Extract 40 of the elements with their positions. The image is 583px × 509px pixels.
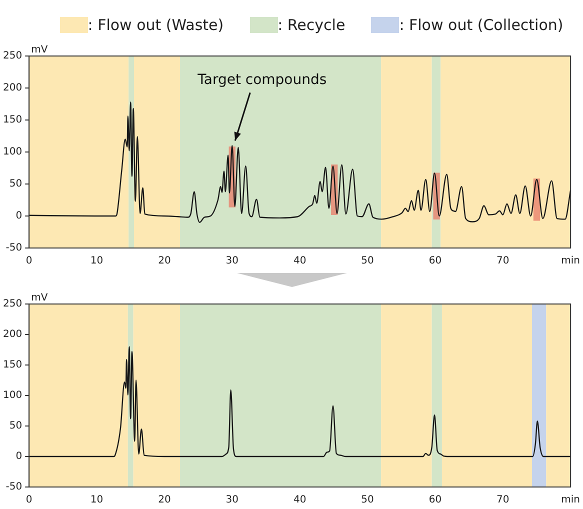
x-tick-label: 10: [90, 256, 104, 267]
y-axis-title: mV: [31, 292, 48, 304]
y-tick-label: 150: [2, 360, 22, 371]
x-tick-label: 0: [26, 256, 32, 267]
x-tick-label: 20: [158, 256, 171, 267]
y-tick-label: 50: [9, 178, 22, 190]
x-tick-label: 40: [293, 494, 306, 506]
x-tick-label: 60: [428, 256, 442, 267]
y-tick-label: 200: [2, 82, 22, 94]
y-tick-label: 250: [2, 50, 22, 62]
y-tick-label: 150: [2, 114, 22, 126]
y-tick-label: 50: [9, 420, 22, 432]
x-tick-label: 0: [26, 494, 32, 506]
x-tick-label: 30: [226, 256, 239, 267]
line-series: [29, 101, 571, 223]
x-tick-label: 70: [496, 256, 510, 267]
x-tick-label: 40: [293, 256, 306, 267]
y-tick-label: 0: [16, 210, 22, 222]
legend-label: : Recycle: [278, 16, 346, 34]
x-tick-label: min: [561, 494, 580, 506]
y-tick-label: -50: [6, 242, 22, 254]
x-tick-label: 10: [90, 494, 104, 506]
x-tick-label: 50: [361, 256, 374, 267]
y-tick-label: -50: [6, 482, 22, 493]
x-tick-label: 50: [361, 494, 374, 506]
annotation: Target compounds: [196, 72, 327, 88]
y-tick-label: 100: [2, 146, 22, 158]
x-tick-label: 20: [158, 494, 171, 506]
y-axis-title: mV: [31, 44, 48, 56]
y-tick-label: 200: [2, 329, 22, 340]
y-tick-label: 0: [16, 451, 22, 462]
y-tick-label: 250: [2, 298, 22, 310]
x-tick-label: min: [561, 256, 580, 267]
legend-label: : Flow out (Collection): [399, 16, 564, 34]
y-tick-label: 100: [2, 390, 22, 402]
x-tick-label: 30: [226, 494, 239, 506]
legend-label: : Flow out (Waste): [88, 16, 224, 34]
x-tick-label: 70: [496, 494, 510, 506]
x-tick-label: 60: [428, 494, 442, 506]
line-series: [29, 346, 571, 458]
